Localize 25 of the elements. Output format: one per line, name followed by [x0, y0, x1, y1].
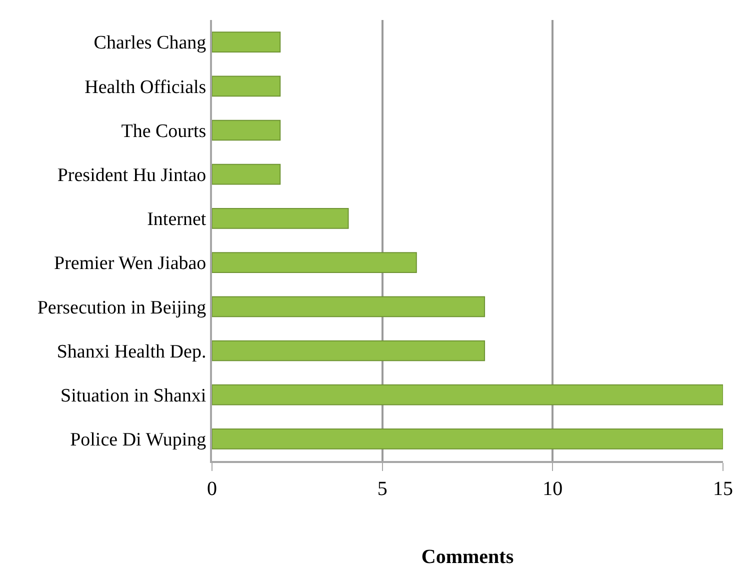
bar: [212, 340, 486, 362]
x-tick-label: 15: [713, 478, 733, 500]
x-tick-label: 10: [542, 478, 563, 500]
y-tick-label: Situation in Shanxi: [60, 386, 206, 406]
bar: [212, 164, 281, 185]
x-axis-title: Comments: [421, 546, 514, 568]
x-tick-label: 0: [207, 478, 217, 500]
x-tick-label: 5: [377, 478, 388, 500]
y-tick-label: Persecution in Beijing: [37, 297, 207, 318]
y-tick-label: Internet: [147, 209, 207, 230]
y-tick-label: President Hu Jintao: [57, 165, 206, 186]
bar: [212, 252, 417, 273]
y-tick-label: The Courts: [121, 120, 206, 142]
bar: [212, 428, 723, 450]
y-tick-label: Charles Chang: [94, 32, 207, 54]
bar: [212, 208, 349, 229]
y-tick-label: Health Officials: [84, 76, 206, 98]
bar: [212, 384, 723, 406]
y-tick-label: Shanxi Health Dep.: [56, 341, 206, 362]
bar: [212, 120, 281, 141]
bar: [212, 32, 281, 52]
bar: [212, 76, 281, 97]
bar: [212, 296, 486, 318]
y-tick-label: Police Di Wuping: [70, 430, 207, 451]
y-tick-label: Premier Wen Jiabao: [54, 253, 206, 274]
